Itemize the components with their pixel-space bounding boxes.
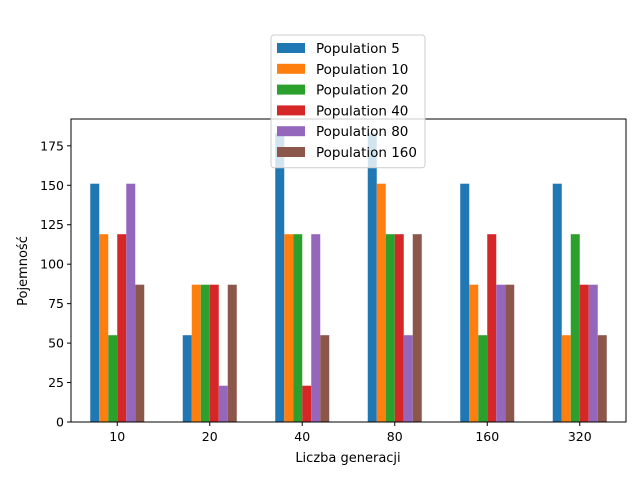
bar: [200, 284, 210, 422]
bar: [561, 335, 571, 422]
bar: [552, 183, 562, 422]
bar: [209, 284, 219, 422]
bar: [302, 385, 312, 422]
bar: [284, 234, 294, 422]
y-tick-label: 100: [40, 257, 64, 272]
bar: [135, 284, 145, 422]
bar: [394, 234, 404, 422]
legend-swatch: [277, 105, 305, 116]
bar: [227, 284, 237, 422]
y-tick-label: 150: [40, 178, 64, 193]
y-axis-label: Pojemność: [16, 236, 31, 306]
legend: Population 5 Population 10 Population 20 Po…: [270, 34, 426, 169]
bar: [99, 234, 109, 422]
axes-group: 10 20 40 80 160 320 0 25 50 75 100 125 150 175: [40, 118, 627, 444]
legend-swatch: [277, 147, 305, 157]
bar: [311, 234, 321, 422]
bar: [505, 284, 515, 422]
y-tick-label: 25: [48, 375, 64, 390]
bar: [376, 183, 386, 422]
bar: [320, 335, 330, 422]
legend-swatch: [277, 43, 305, 53]
x-tick-label: 20: [202, 429, 218, 444]
legend-entry: Population 40: [316, 103, 408, 119]
bar: [469, 284, 479, 422]
legend-entry: Population 20: [316, 83, 408, 99]
x-tick-label: 80: [387, 429, 403, 444]
bar: [126, 183, 136, 422]
legend-entry: Population 10: [316, 62, 408, 78]
bar: [293, 234, 303, 422]
x-tick-label: 320: [568, 429, 592, 444]
x-tick-label: 40: [294, 429, 310, 444]
x-axis-label: Liczba generacji: [295, 451, 400, 466]
bar: [218, 385, 228, 422]
bar: [275, 133, 285, 422]
legend-swatch: [277, 84, 305, 95]
y-tick-label: 75: [48, 296, 64, 311]
legend-swatch: [277, 63, 305, 74]
bar: [117, 234, 127, 422]
y-tick-label: 175: [40, 138, 64, 153]
y-tick-label: 50: [48, 336, 64, 351]
bar: [191, 284, 201, 422]
x-tick-label: 160: [475, 429, 499, 444]
legend-entry: Population 5: [316, 41, 400, 57]
bar: [108, 335, 118, 422]
bars-group: [90, 133, 607, 422]
y-tick-label: 125: [40, 217, 64, 232]
bar: [90, 183, 100, 422]
bar: [385, 234, 395, 422]
y-tick-label: 0: [56, 415, 64, 430]
bar: [478, 335, 488, 422]
bar: [496, 284, 506, 422]
bar: [570, 234, 580, 422]
bar: [403, 335, 413, 422]
bar: [412, 234, 422, 422]
bar: [588, 284, 598, 422]
legend-entry: Population 80: [316, 124, 408, 140]
bar: [460, 183, 470, 422]
bar: [182, 335, 192, 422]
legend-swatch: [277, 126, 305, 137]
legend-entry: Population 160: [316, 145, 417, 161]
bar: [579, 284, 589, 422]
bar: [597, 335, 607, 422]
x-tick-label: 10: [109, 429, 125, 444]
bar: [487, 234, 497, 422]
bar: [367, 133, 377, 422]
legend-box: [270, 34, 426, 169]
